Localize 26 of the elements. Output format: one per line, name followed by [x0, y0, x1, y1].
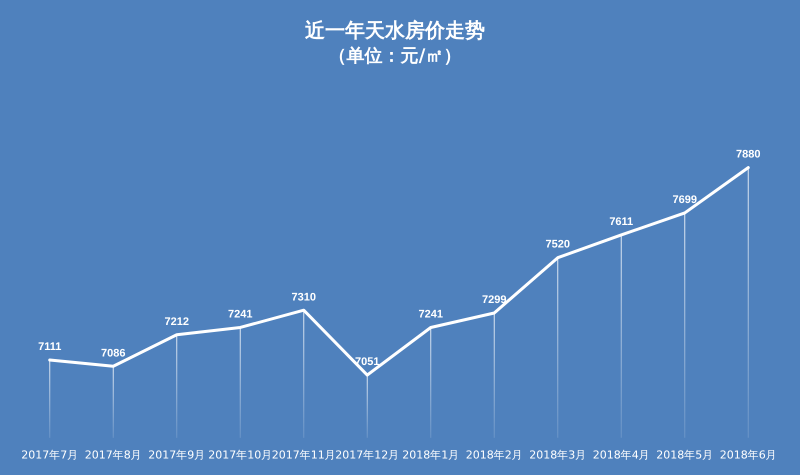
chart-title: 近一年天水房价走势	[304, 18, 485, 42]
data-label: 7051	[355, 356, 380, 368]
x-tick-label: 2018年2月	[466, 448, 523, 462]
x-tick-label: 2017年11月	[272, 448, 336, 462]
data-label: 7086	[101, 347, 126, 360]
data-label: 7111	[38, 341, 62, 354]
data-label: 7299	[482, 294, 506, 306]
data-label: 7699	[672, 194, 697, 206]
x-tick-label: 2017年9月	[148, 448, 206, 462]
x-tick-label: 2018年3月	[529, 448, 586, 462]
data-label: 7880	[736, 148, 760, 161]
data-label: 7310	[292, 291, 316, 304]
x-tick-label: 2018年4月	[592, 448, 650, 462]
x-tick-label: 2017年7月	[21, 448, 78, 462]
chart-subtitle: （单位：元/㎡）	[328, 45, 462, 66]
x-tick-label: 2017年12月	[335, 448, 400, 462]
data-label: 7611	[609, 216, 634, 228]
x-tick-label: 2018年1月	[402, 448, 460, 462]
x-tick-label: 2018年5月	[656, 448, 714, 462]
data-label: 7241	[418, 308, 443, 321]
data-label: 7520	[546, 238, 570, 251]
data-label: 7241	[228, 308, 252, 321]
x-tick-label: 2017年8月	[84, 448, 142, 462]
data-label: 7212	[164, 316, 189, 328]
x-tick-label: 2018年6月	[720, 448, 777, 462]
x-tick-label: 2017年10月	[208, 448, 272, 462]
